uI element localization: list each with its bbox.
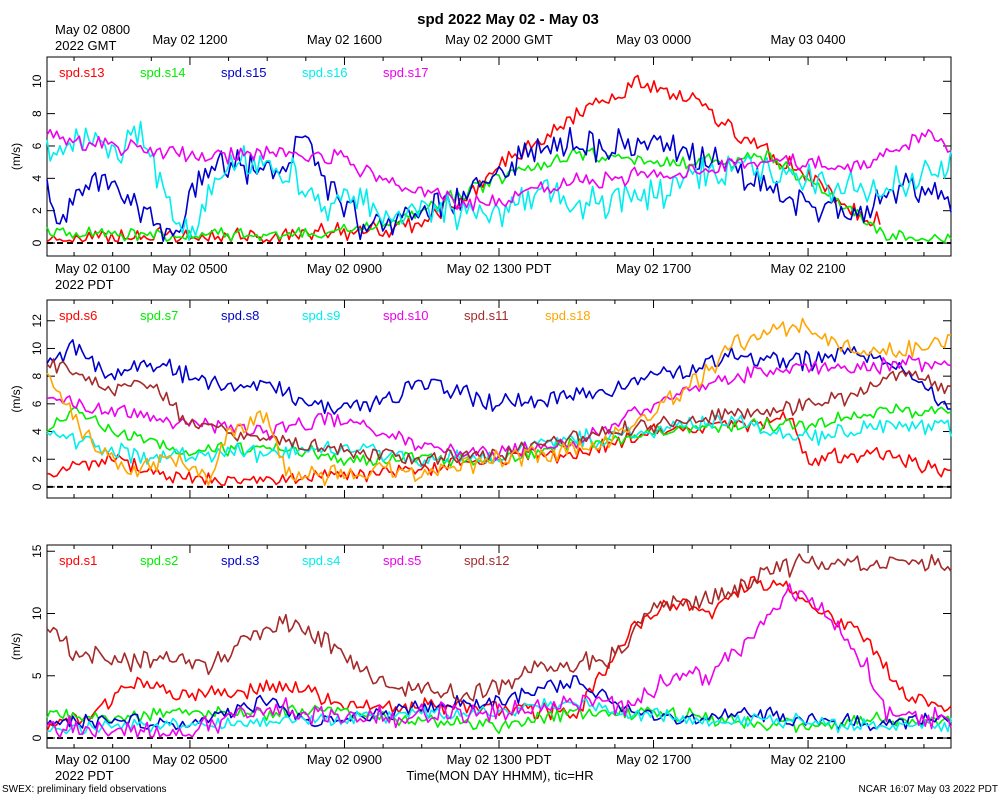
bottom-axis-label: May 02 2100 (770, 752, 845, 767)
legend-spd-s14: spd.s14 (140, 65, 186, 80)
mid-axis-label: May 02 1700 (616, 261, 691, 276)
bottom-axis-label: May 02 1300 PDT (447, 752, 552, 767)
top-axis-label: May 02 2000 GMT (445, 32, 553, 47)
mid-axis-label: May 02 0500 (152, 261, 227, 276)
series-line-spd-s5 (46, 583, 952, 739)
y-tick-label: 0 (30, 483, 44, 490)
y-tick-label: 4 (30, 175, 44, 182)
footer-right-note: NCAR 16:07 May 03 2022 PDT (858, 784, 998, 795)
mid-first-axis-label: May 02 0100 (55, 261, 130, 276)
legend-spd-s12: spd.s12 (464, 553, 510, 568)
legend-spd-s10: spd.s10 (383, 308, 429, 323)
series-line-spd-s10 (46, 354, 952, 461)
bottom-axis-label: May 02 0500 (152, 752, 227, 767)
legend-spd-s13: spd.s13 (59, 65, 105, 80)
series-line-spd-s18 (46, 317, 951, 487)
top-axis-label: May 02 1200 (152, 32, 227, 47)
y-tick-label: 10 (30, 607, 44, 621)
mid-pdt-axis-labels: May 02 0100 2022 PDT (55, 261, 130, 292)
legend-spd-s1: spd.s1 (59, 553, 97, 568)
panel-middle: 0 2 4 6 8 10 12 (m/s) spd.s6 spd.s7 spd.s8 spd.s9 sp… (9, 299, 952, 499)
top-first-axis-label: May 02 0800 (55, 22, 130, 37)
mid-axis-label: May 02 2100 (770, 261, 845, 276)
bottom-first-axis-sublabel: 2022 PDT (55, 768, 114, 783)
x-axis-title: Time(MON DAY HHMM), tic=HR (406, 768, 593, 783)
bottom-first-axis-label: May 02 0100 (55, 752, 130, 767)
series-line-spd-s3 (46, 675, 952, 732)
legend-spd-s4: spd.s4 (302, 553, 340, 568)
plot-frame (46, 544, 952, 749)
legend-spd-s16: spd.s16 (302, 65, 348, 80)
legend-spd-s9: spd.s9 (302, 308, 340, 323)
y-tick-label: 0 (30, 239, 44, 246)
y-tick-label: 6 (30, 142, 44, 149)
legend-spd-s18: spd.s18 (545, 308, 591, 323)
y-tick-label: 6 (30, 400, 44, 407)
legend-spd-s15: spd.s15 (221, 65, 267, 80)
series-line-spd-s2 (46, 704, 952, 735)
top-axis-label: May 03 0000 (616, 32, 691, 47)
y-tick-label: 8 (30, 372, 44, 379)
plot-frame (46, 299, 952, 499)
panel-top: 0 2 4 6 8 10 (m/s) spd.s13 spd.s14 spd.s15 spd.s16… (9, 56, 952, 257)
series-line-spd-s15 (46, 126, 952, 242)
legend-spd-s5: spd.s5 (383, 553, 421, 568)
series-line-spd-s12 (46, 553, 952, 702)
y-tick-label: 2 (30, 456, 44, 463)
y-tick-label: 15 (30, 544, 44, 558)
y-axis-label: (m/s) (9, 633, 23, 660)
series-line-spd-s1 (46, 575, 952, 732)
y-tick-label: 0 (30, 734, 44, 741)
legend-spd-s7: spd.s7 (140, 308, 178, 323)
y-tick-label: 10 (30, 341, 44, 355)
chart-title: spd 2022 May 02 - May 03 (417, 11, 599, 28)
top-axis-label: May 02 1600 (307, 32, 382, 47)
legend-spd-s17: spd.s17 (383, 65, 429, 80)
y-tick-label: 2 (30, 207, 44, 214)
mid-first-axis-sublabel: 2022 PDT (55, 277, 114, 292)
y-axis-label: (m/s) (9, 143, 23, 170)
series-line-spd-s7 (46, 403, 952, 467)
legend-spd-s6: spd.s6 (59, 308, 97, 323)
y-axis-label: (m/s) (9, 385, 23, 412)
footer-left-note: SWEX: preliminary field observations (2, 784, 167, 795)
mid-axis-label: May 02 0900 (307, 261, 382, 276)
top-gmt-axis-labels: May 02 0800 2022 GMT (55, 22, 130, 53)
series-line-spd-s9 (46, 414, 952, 468)
legend-spd-s3: spd.s3 (221, 553, 259, 568)
top-axis-label: May 03 0400 (770, 32, 845, 47)
bottom-pdt-axis-labels: May 02 0100 2022 PDT (55, 752, 130, 783)
y-tick-label: 4 (30, 428, 44, 435)
y-tick-label: 12 (30, 314, 44, 328)
series-line-spd-s17 (46, 128, 952, 212)
series-line-spd-s14 (46, 147, 952, 243)
series-line-spd-s4 (46, 697, 952, 736)
series-line-spd-s8 (46, 339, 951, 415)
legend-spd-s2: spd.s2 (140, 553, 178, 568)
bottom-axis-label: May 02 1700 (616, 752, 691, 767)
legend-spd-s8: spd.s8 (221, 308, 259, 323)
mid-axis-label: May 02 1300 PDT (447, 261, 552, 276)
y-tick-label: 8 (30, 110, 44, 117)
bottom-axis-label: May 02 0900 (307, 752, 382, 767)
series-line-spd-s16 (46, 120, 952, 241)
y-tick-label: 10 (30, 74, 44, 88)
top-first-axis-sublabel: 2022 GMT (55, 38, 116, 53)
panel-bottom: 0 5 10 15 (m/s) spd.s1 spd.s2 spd.s3 spd.s4 spd.s… (9, 544, 952, 749)
legend-spd-s11: spd.s11 (464, 308, 509, 323)
y-tick-label: 5 (30, 672, 44, 679)
